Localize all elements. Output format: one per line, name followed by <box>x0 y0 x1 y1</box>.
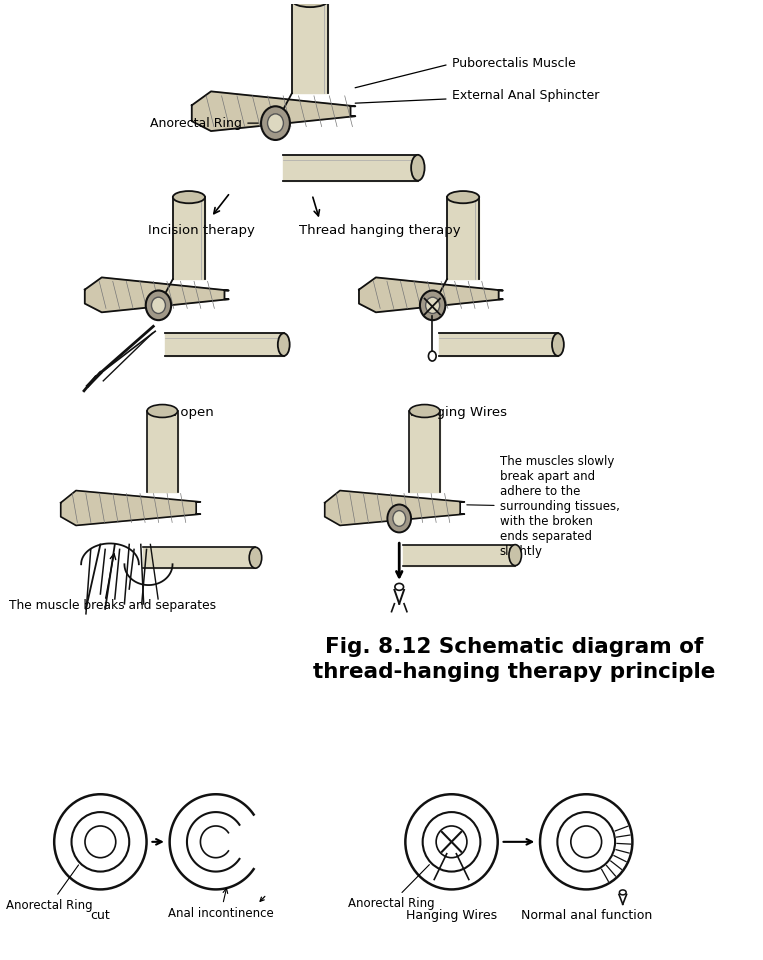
Text: Fig. 8.12 Schematic diagram of: Fig. 8.12 Schematic diagram of <box>325 637 703 658</box>
Polygon shape <box>147 413 178 492</box>
Ellipse shape <box>393 511 406 526</box>
Polygon shape <box>447 199 479 279</box>
Text: Incision therapy: Incision therapy <box>148 224 255 237</box>
Ellipse shape <box>173 191 205 204</box>
Text: cut: cut <box>91 909 110 923</box>
Text: The muscles slowly
break apart and
adhere to the
surrounding tissues,
with the b: The muscles slowly break apart and adher… <box>467 455 620 558</box>
Text: Anorectal Ring: Anorectal Ring <box>6 865 93 912</box>
Ellipse shape <box>411 155 424 180</box>
Ellipse shape <box>429 351 436 361</box>
Text: Normal anal function: Normal anal function <box>520 909 652 923</box>
Ellipse shape <box>426 298 439 314</box>
Polygon shape <box>410 413 439 492</box>
Polygon shape <box>291 2 328 93</box>
Polygon shape <box>173 199 205 279</box>
Polygon shape <box>439 333 558 356</box>
Text: Hanging Wires: Hanging Wires <box>410 405 507 419</box>
Text: Puborectalis Muscle: Puborectalis Muscle <box>355 58 575 87</box>
Ellipse shape <box>152 298 166 314</box>
Polygon shape <box>85 277 229 312</box>
Ellipse shape <box>146 291 171 320</box>
Text: Hanging Wires: Hanging Wires <box>406 909 497 923</box>
Polygon shape <box>325 491 465 525</box>
Polygon shape <box>166 333 284 356</box>
Polygon shape <box>403 544 515 565</box>
Text: thread-hanging therapy principle: thread-hanging therapy principle <box>313 662 715 683</box>
Polygon shape <box>283 155 418 180</box>
Ellipse shape <box>291 0 328 7</box>
Ellipse shape <box>552 333 564 356</box>
Ellipse shape <box>268 114 283 132</box>
Text: The muscle breaks and separates: The muscle breaks and separates <box>9 599 216 612</box>
Ellipse shape <box>261 107 290 140</box>
Text: Anal incontinence: Anal incontinence <box>168 888 273 921</box>
Text: Anorectal Ring: Anorectal Ring <box>150 116 258 130</box>
Polygon shape <box>143 547 256 568</box>
Ellipse shape <box>278 333 290 356</box>
Text: Anorectal Ring: Anorectal Ring <box>348 865 434 910</box>
Text: Thread hanging therapy: Thread hanging therapy <box>298 224 460 237</box>
Text: External Anal Sphincter: External Anal Sphincter <box>356 89 599 103</box>
Ellipse shape <box>447 191 479 204</box>
Ellipse shape <box>420 291 446 320</box>
Polygon shape <box>359 277 503 312</box>
Ellipse shape <box>509 544 521 565</box>
Ellipse shape <box>147 404 178 418</box>
Ellipse shape <box>410 404 439 418</box>
Text: cut open: cut open <box>155 405 214 419</box>
Ellipse shape <box>250 547 262 568</box>
Polygon shape <box>192 91 356 132</box>
Ellipse shape <box>395 584 404 590</box>
Polygon shape <box>61 491 201 525</box>
Ellipse shape <box>388 505 411 533</box>
